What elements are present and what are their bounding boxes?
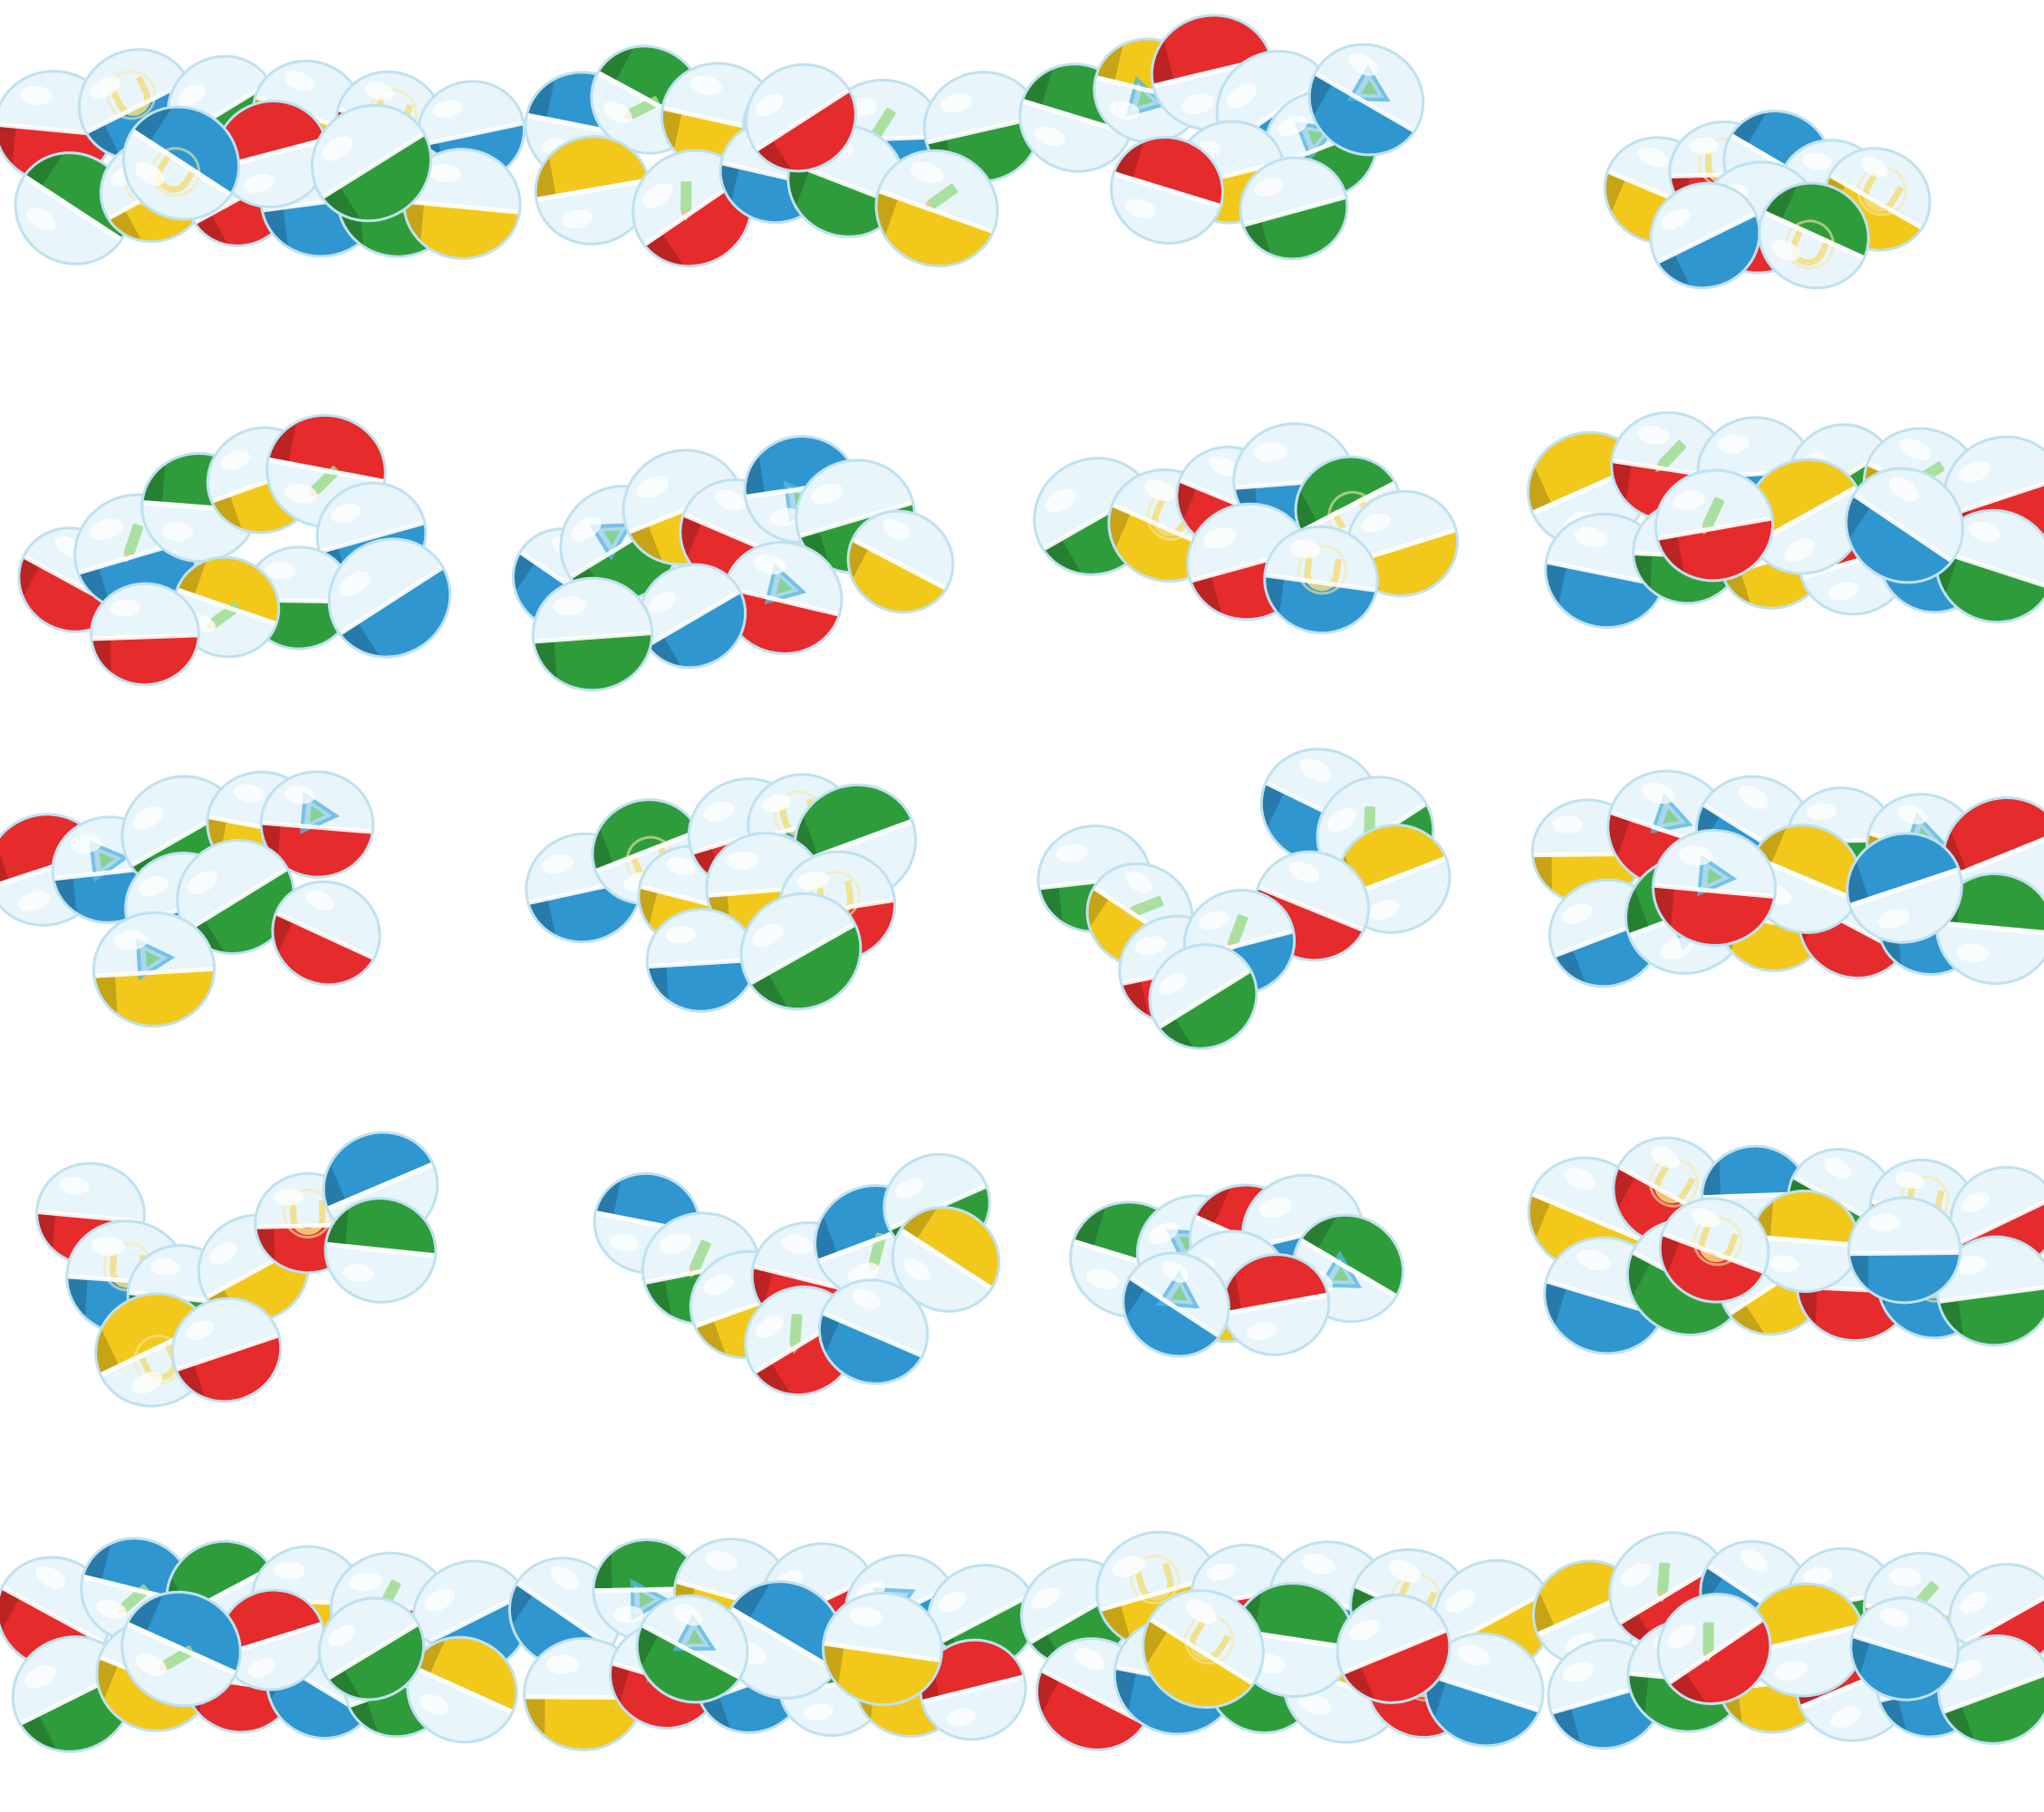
sprite-r2c4-pile-art [1533,362,2044,725]
sprite-r3c4-pile [1533,725,2044,1087]
sprite-r2c2-scatter-art [511,362,1022,725]
sprite-r5c2-pile [511,1450,1022,1812]
sprite-r1c1-pile [0,0,511,362]
sprite-r1c3-bouncing [1022,0,1533,362]
sprite-r3c3-split [1022,725,1533,1087]
sprite-r3c2-burst-art [511,725,1022,1087]
sprite-r5c3-pile-art [1022,1450,1533,1812]
sprite-r5c2-pile-art [511,1450,1022,1812]
sprite-r5c3-pile [1022,1450,1533,1812]
sprite-r1c1-pile-art [0,0,511,362]
sprite-r1c2-pile-loosening [511,0,1022,362]
sprite-r5c4-pile [1533,1450,2044,1812]
sprite-r2c3-cluster-art [1022,362,1533,725]
sprite-r4c3-cluster-small [1022,1087,1533,1450]
sprite-r5c1-pile [0,1450,511,1812]
sprite-r3c2-burst [511,725,1022,1087]
sprite-r4c2-arc-art [511,1087,1022,1450]
sprite-r1c4-cluster-small-art [1533,0,2044,362]
sprite-r3c4-pile-art [1533,725,2044,1087]
sprite-r4c3-cluster-small-art [1022,1087,1533,1450]
sprite-r4c1-arc [0,1087,511,1450]
sprite-r3c3-split-art [1022,725,1533,1087]
sprite-r5c1-pile-art [0,1450,511,1812]
sprite-r1c3-bouncing-art [1022,0,1533,362]
sprite-r1c4-cluster-small [1533,0,2044,362]
sprite-r2c1-scatter [0,362,511,725]
sprite-r1c2-pile-loosening-art [511,0,1022,362]
sprite-r2c2-scatter [511,362,1022,725]
sprite-r4c2-arc [511,1087,1022,1450]
sprite-r3c1-burst [0,725,511,1087]
sprite-r2c3-cluster [1022,362,1533,725]
sprite-r2c4-pile [1533,362,2044,725]
sprite-r5c4-pile-art [1533,1450,2044,1812]
sprite-r4c4-pile-art [1533,1087,2044,1450]
sprite-r2c1-scatter-art [0,362,511,725]
sprite-r3c1-burst-art [0,725,511,1087]
sprite-r4c4-pile [1533,1087,2044,1450]
sprite-r4c1-arc-art [0,1087,511,1450]
